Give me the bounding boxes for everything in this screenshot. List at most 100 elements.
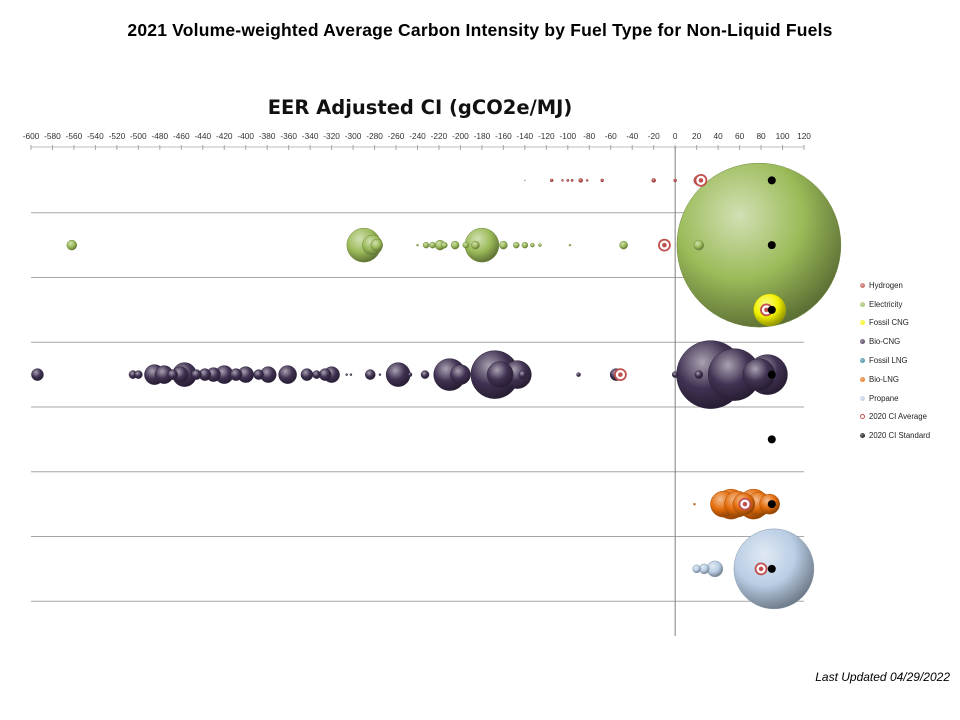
x-tick-label: -420 [216,131,233,141]
ci-standard-marker [767,435,776,444]
legend-swatch [860,395,865,401]
x-tick-label: -20 [648,131,660,141]
bubble-hydrogen [524,179,526,182]
x-tick-label: -440 [194,131,211,141]
legend-label: 2020 CI Standard [869,431,931,441]
legend-swatch [860,282,865,288]
x-tick-label: 120 [797,131,811,141]
bubble-electricity [521,241,529,249]
bubble-electricity [530,242,535,248]
bubble-bio-cng [420,370,430,379]
bubble-electricity [429,241,436,249]
bubble-electricity [499,240,508,250]
bubble-electricity [676,162,842,328]
legend-item-fossil-cng: Fossil CNG [860,314,958,333]
x-tick-label: -220 [431,131,448,141]
bubble-bio-cng [345,373,348,376]
ci-average-marker-dot [764,307,769,313]
bubble-hydrogen [600,178,604,183]
bubble-electricity [538,243,542,247]
x-tick-label: -560 [66,131,83,141]
bubble-electricity [619,240,628,250]
x-tick-label: -480 [152,131,169,141]
ci-standard-marker [767,241,776,250]
bubble-hydrogen [651,178,656,183]
ci-average-marker-dot [618,372,623,377]
ci-average-marker-dot [742,501,748,507]
ci-standard-marker [767,370,776,379]
legend-swatch [860,414,865,420]
ci-average-marker-dot [698,178,704,183]
x-tick-label: -540 [87,131,104,141]
bubble-bio-cng [450,364,471,385]
x-tick-label: -360 [280,131,297,141]
bubble-hydrogen [566,178,570,182]
legend-item-hydrogen: Hydrogen [860,276,958,295]
bubble-bio-lng [693,502,696,506]
x-tick-label: -380 [259,131,276,141]
bubble-propane [692,564,701,574]
x-tick-label: -320 [323,131,340,141]
bubble-bio-cng [229,368,243,381]
legend: Hydrogen Electricity Fossil CNG Bio-CNG Foss… [860,276,958,445]
x-tick-label: -520 [109,131,126,141]
bubble-electricity [513,241,520,249]
legend-swatch [860,376,865,382]
bubble-bio-cng [365,369,376,380]
page-title: 2021 Volume-weighted Average Carbon Inte… [127,20,833,40]
bubble-bio-cng [167,369,178,380]
legend-item-electricity: Electricity [860,295,958,314]
legend-label: Fossil CNG [869,318,909,328]
chart-axis-title: EER Adjusted CI (gCO2e/MJ) [267,96,573,119]
x-tick-label: -200 [452,131,469,141]
x-tick-label: 20 [692,131,702,141]
x-tick-label: -500 [130,131,147,141]
ci-average-marker-dot [758,566,764,572]
bubble-bio-cng [671,371,679,378]
x-tick-label: -160 [495,131,512,141]
bubble-hydrogen [561,179,564,182]
x-tick-label: -60 [605,131,617,141]
x-tick-label: -180 [474,131,491,141]
legend-label: Propane [869,393,899,403]
ci-standard-marker [767,500,776,509]
bubble-bio-cng [318,368,332,381]
x-tick-label: -460 [173,131,190,141]
x-tick-label: -260 [388,131,405,141]
bubble-electricity [471,240,480,250]
x-tick-label: -400 [237,131,254,141]
legend-swatch [860,301,865,307]
legend-item-2020-ci-standard: 2020 CI Standard [860,426,958,445]
x-tick-label: -600 [23,131,40,141]
row-gridlines [31,147,804,636]
bubble-bio-cng [31,368,44,381]
x-tick-label: 40 [713,131,723,141]
legend-label: 2020 CI Average [869,412,927,422]
x-tick-label: -340 [302,131,319,141]
bubble-electricity [370,238,383,252]
bubble-bio-cng [278,365,297,384]
bubble-electricity [693,239,705,251]
legend-label: Bio-LNG [869,374,899,384]
bubble-bio-cng [576,372,581,377]
bubble-hydrogen [585,179,589,182]
bubble-bio-cng [312,370,321,379]
bubble-electricity [568,243,572,247]
bubble-electricity [450,240,460,250]
bubble-bio-cng [518,370,527,379]
bubble-electricity [441,241,448,249]
bubble-bio-cng [349,373,353,376]
legend-label: Bio-CNG [869,337,901,347]
bubble-bio-cng [300,368,314,381]
ci-markers [614,173,776,576]
ci-average-marker-dot [662,242,667,248]
x-tick-label: -100 [560,131,577,141]
bubble-bio-cng [407,372,413,377]
x-tick-label: 60 [735,131,745,141]
legend-label: Fossil LNG [869,356,908,366]
legend-label: Hydrogen [869,280,903,290]
bubble-hydrogen [673,178,677,183]
x-tick-label: -240 [409,131,426,141]
legend-item-bio-cng: Bio-CNG [860,332,958,351]
